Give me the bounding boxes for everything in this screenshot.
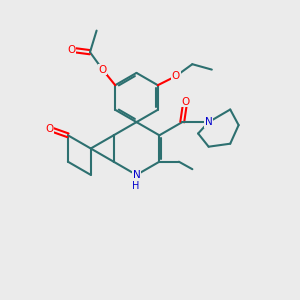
Text: N: N xyxy=(133,170,140,180)
Text: N: N xyxy=(205,117,212,127)
Text: O: O xyxy=(98,64,107,75)
Text: H: H xyxy=(132,181,140,191)
Text: O: O xyxy=(172,71,180,81)
Text: O: O xyxy=(181,97,189,107)
Text: O: O xyxy=(67,45,76,55)
Text: O: O xyxy=(45,124,53,134)
